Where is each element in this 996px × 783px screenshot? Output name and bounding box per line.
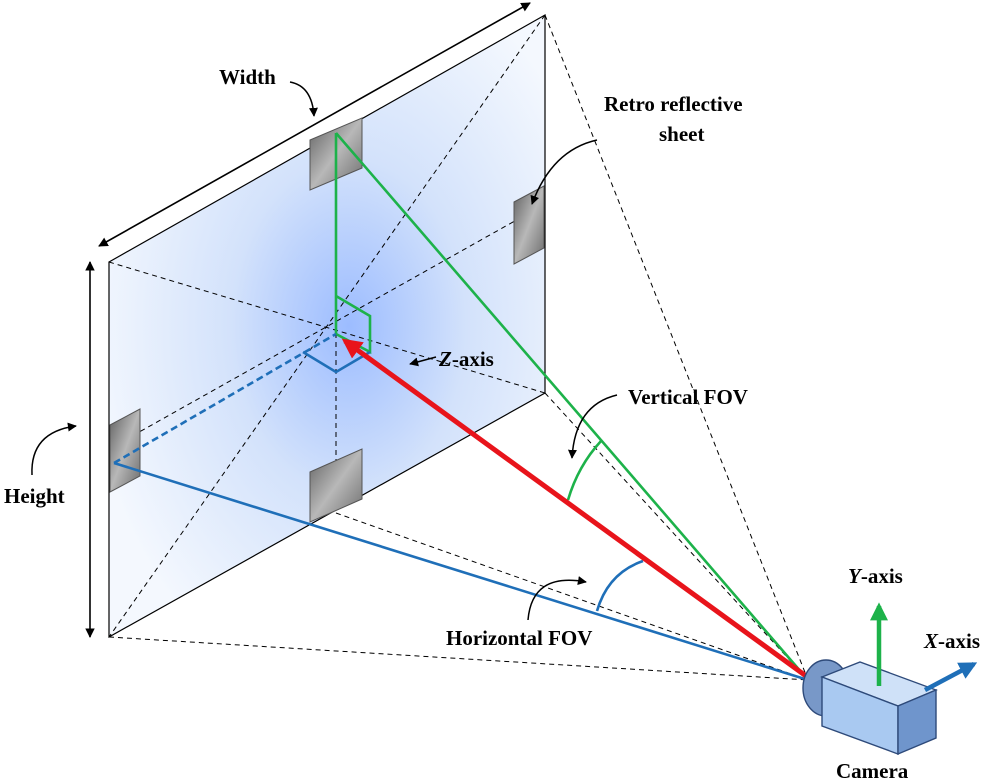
marker-left <box>109 408 141 493</box>
width-pointer <box>289 81 318 117</box>
horizontal-fov-pointer <box>527 576 587 621</box>
vertical-fov-pointer <box>567 394 618 459</box>
camera-label: Camera <box>836 759 909 783</box>
retro-pointer <box>530 139 598 205</box>
z-axis-label: Z-axis <box>438 347 494 371</box>
width-dimension-arrow <box>98 2 531 247</box>
retro-reflective-label-line2: sheet <box>659 122 705 146</box>
camera-body-side <box>897 688 937 756</box>
height-label: Height <box>4 484 65 508</box>
x-axis-letter: X <box>923 629 939 653</box>
pointer-arrows <box>31 81 618 621</box>
z-axis-letter: Z <box>438 347 452 371</box>
vertical-fov-arc <box>566 440 602 501</box>
x-axis-label: X-axis <box>923 629 980 653</box>
horizontal-fov-label: Horizontal FOV <box>446 626 592 650</box>
vertical-fov-label: Vertical FOV <box>628 385 748 409</box>
z-axis-arrow <box>341 338 808 679</box>
height-pointer <box>31 422 77 476</box>
width-label: Width <box>219 65 276 89</box>
x-axis-arrow <box>923 662 978 692</box>
marker-bottom <box>309 448 363 523</box>
retro-reflective-label-line1: Retro reflective <box>604 92 743 116</box>
y-axis-label: Y-axis <box>848 564 903 588</box>
y-axis-suffix: -axis <box>861 564 903 588</box>
camera <box>802 659 938 756</box>
x-axis-suffix: -axis <box>938 629 980 653</box>
horizontal-fov-arc <box>595 559 644 612</box>
frustum-lines <box>108 14 809 681</box>
z-axis-pointer <box>409 356 437 367</box>
z-axis-suffix: -axis <box>452 347 494 371</box>
horizontal-fov-lines <box>113 332 809 682</box>
y-axis-letter: Y <box>848 564 863 588</box>
